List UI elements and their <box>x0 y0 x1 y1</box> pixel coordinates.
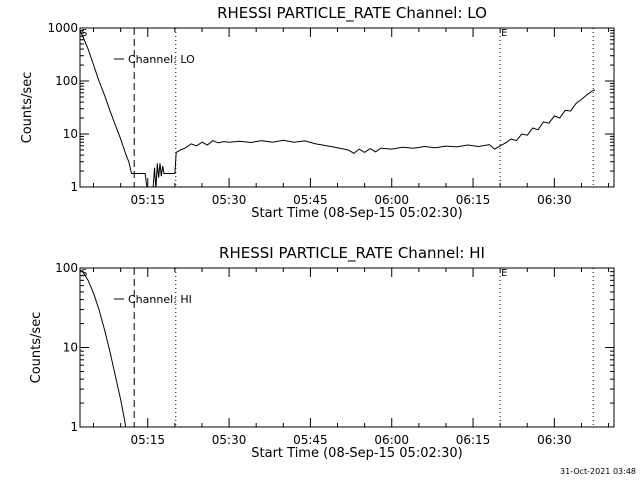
panel-1-legend-entry: Channel: LO <box>128 53 195 66</box>
panel-2-y-tick-label: 1 <box>70 420 78 434</box>
panel-2-series-line-1 <box>80 269 127 427</box>
panel-1-marker-label-1: S <box>81 28 87 39</box>
panel-2-x-tick-label: 05:15 <box>130 433 165 447</box>
panel-2-legend-entry: Channel: HI <box>128 293 192 306</box>
panel-1-title: RHESSI PARTICLE_RATE Channel: LO <box>217 4 487 23</box>
panel-1-y-tick-label: 1 <box>70 180 78 194</box>
panel-1-y-tick-label: 1000 <box>47 21 78 35</box>
panel-1-x-tick-label: 05:45 <box>293 193 328 207</box>
panel-1-plot-frame <box>79 27 615 188</box>
panel-1-y-tick-label: 10 <box>63 127 78 141</box>
panel-1-marker-label-4: E <box>501 28 507 39</box>
panel-1-x-tick-label: 05:15 <box>130 193 165 207</box>
panel-1-y-axis-label: Counts/sec <box>20 72 35 144</box>
panel-2-marker-label-4: E <box>501 268 507 279</box>
panel-1-x-tick-label: 06:15 <box>456 193 491 207</box>
panel-2-x-tick-label: 06:30 <box>537 433 572 447</box>
panel-2-x-tick-label: 05:45 <box>293 433 328 447</box>
panel-1-x-tick-label: 06:00 <box>374 193 409 207</box>
panel-2-plot-frame <box>79 267 615 428</box>
panel-1-x-tick-label: 05:30 <box>212 193 247 207</box>
panel-2-y-tick-label: 100 <box>55 261 78 275</box>
panel-2-x-tick-label: 06:00 <box>374 433 409 447</box>
panel-2-x-axis-label: Start Time (08-Sep-15 05:02:30) <box>251 446 462 461</box>
panel-2-y-axis-label: Counts/sec <box>29 312 44 384</box>
footer-timestamp: 31-Oct-2021 03:48 <box>560 467 636 476</box>
panel-1-x-axis-label: Start Time (08-Sep-15 05:02:30) <box>251 206 462 221</box>
panel-1-series-line-1 <box>80 30 596 187</box>
panel-1-x-tick-label: 06:30 <box>537 193 572 207</box>
panel-2-x-tick-label: 05:30 <box>212 433 247 447</box>
panel-1-y-tick-label: 100 <box>55 74 78 88</box>
panel-2-title: RHESSI PARTICLE_RATE Channel: HI <box>219 244 485 263</box>
panel-2-y-tick-label: 10 <box>63 341 78 355</box>
panel-2-x-tick-label: 06:15 <box>456 433 491 447</box>
